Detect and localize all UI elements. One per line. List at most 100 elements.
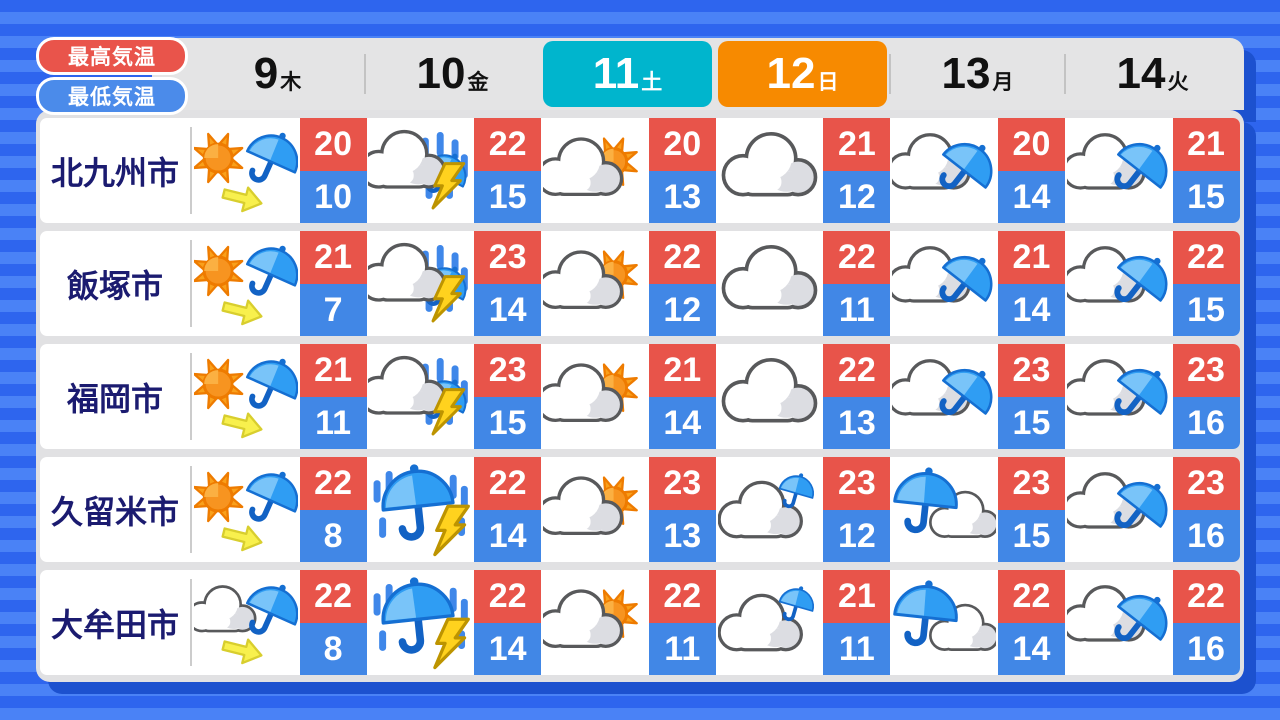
low-temp: 15 (1172, 170, 1240, 223)
weather-iconbox (192, 457, 300, 562)
weather-iconbox (1065, 231, 1173, 336)
temperature-block: 23 15 (997, 344, 1065, 449)
temperature-block: 20 14 (997, 118, 1065, 223)
weather-cell: 22 11 (716, 231, 891, 336)
high-temp: 21 (299, 231, 367, 284)
day-cell-14: 14 火 (1065, 38, 1240, 110)
header-divider (364, 54, 366, 94)
temperature-block: 22 12 (648, 231, 716, 336)
weather-iconbox (541, 344, 649, 449)
temp-legend: 最高気温 最低気温 (36, 37, 188, 115)
high-temp: 22 (823, 231, 891, 284)
weather-iconbox (541, 118, 649, 223)
weather-cell: 21 15 (1065, 118, 1240, 223)
high-temp: 22 (299, 457, 367, 510)
high-temp: 22 (1172, 570, 1240, 623)
weather-cell: 23 15 (367, 344, 542, 449)
cloudy-icon (721, 357, 817, 422)
weather-iconbox (716, 570, 824, 675)
low-temp: 16 (1172, 622, 1240, 675)
weather-cell: 22 12 (541, 231, 716, 336)
high-temp: 22 (1172, 231, 1240, 284)
cloud-small-umbrella-icon (717, 585, 814, 651)
weather-cell: 22 14 (367, 457, 542, 562)
weather-cell: 21 14 (541, 344, 716, 449)
max-temp-pill: 最高気温 (36, 37, 188, 75)
weather-cell: 23 12 (716, 457, 891, 562)
weather-iconbox (1065, 118, 1173, 223)
weather-iconbox (1065, 570, 1173, 675)
weather-iconbox (890, 457, 998, 562)
weather-cell: 22 14 (890, 570, 1065, 675)
high-temp: 23 (474, 344, 542, 397)
high-temp: 22 (474, 457, 542, 510)
city-name: 飯塚市 (66, 267, 163, 304)
weather-iconbox (890, 118, 998, 223)
cloudy-icon (721, 244, 817, 309)
day-cell-10: 10 金 (365, 38, 540, 110)
high-temp: 23 (823, 457, 891, 510)
weather-iconbox (890, 344, 998, 449)
high-temp: 20 (299, 118, 367, 171)
low-temp: 11 (299, 396, 367, 449)
weather-cell: 21 12 (716, 118, 891, 223)
header-divider (889, 54, 891, 94)
low-temp: 12 (823, 170, 891, 223)
high-temp: 23 (648, 457, 716, 510)
high-temp: 23 (1172, 457, 1240, 510)
day-label: 14 火 (1117, 52, 1189, 96)
high-temp: 20 (648, 118, 716, 171)
day-cell-13: 13 月 (890, 38, 1066, 110)
weather-iconbox (192, 118, 300, 223)
weather-cell: 22 15 (367, 118, 542, 223)
weather-iconbox (192, 344, 300, 449)
weather-iconbox (541, 231, 649, 336)
weather-cell: 23 13 (541, 457, 716, 562)
day-cell-12: 12 日 (715, 38, 891, 110)
high-temp: 22 (474, 570, 542, 623)
low-temp: 12 (648, 283, 716, 336)
cloud-umbrella-icon (892, 245, 993, 303)
day-label: 11 土 (543, 41, 712, 107)
day-of-week: 金 (467, 71, 489, 94)
high-temp: 23 (997, 344, 1065, 397)
weather-iconbox (1065, 457, 1173, 562)
weather-cell: 21 11 (716, 570, 891, 675)
day-of-week: 土 (641, 71, 663, 94)
row-divider (190, 579, 192, 666)
temperature-block: 23 16 (1172, 344, 1240, 449)
weather-iconbox (716, 231, 824, 336)
weather-iconbox (367, 231, 475, 336)
day-number: 12 (766, 49, 816, 98)
weather-iconbox (1065, 344, 1173, 449)
day-of-week: 火 (1167, 71, 1189, 94)
temperature-block: 21 14 (997, 231, 1065, 336)
high-temp: 22 (299, 570, 367, 623)
temperature-block: 22 11 (648, 570, 716, 675)
temperature-block: 23 16 (1172, 457, 1240, 562)
high-temp: 21 (823, 570, 891, 623)
temperature-block: 22 15 (474, 118, 542, 223)
low-temp: 15 (474, 170, 542, 223)
high-temp: 21 (823, 118, 891, 171)
weather-cell: 20 14 (890, 118, 1065, 223)
city-row: 飯塚市 21 7 23 14 22 12 22 11 21 14 (40, 231, 1240, 336)
cloud-sun-icon (542, 249, 638, 309)
low-temp: 11 (823, 283, 891, 336)
low-temp: 14 (474, 622, 542, 675)
high-temp: 21 (1172, 118, 1240, 171)
header-divider (1064, 54, 1066, 94)
temperature-block: 21 14 (648, 344, 716, 449)
weather-iconbox (716, 344, 824, 449)
high-temp: 20 (997, 118, 1065, 171)
low-temp: 13 (648, 509, 716, 562)
temperature-block: 21 7 (299, 231, 367, 336)
temperature-block: 20 13 (648, 118, 716, 223)
low-temp: 8 (299, 509, 367, 562)
temperature-block: 22 8 (299, 457, 367, 562)
weather-iconbox (890, 231, 998, 336)
day-number: 11 (592, 49, 640, 98)
temperature-block: 23 15 (997, 457, 1065, 562)
weather-cell: 21 7 (192, 231, 367, 336)
